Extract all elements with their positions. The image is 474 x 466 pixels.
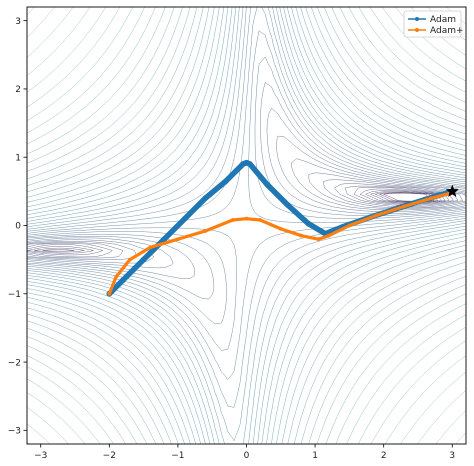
annotation-layer: [445, 184, 459, 197]
data-point: [148, 245, 153, 250]
data-point: [161, 236, 167, 242]
contour-line: [27, 7, 466, 444]
contour-line: [27, 7, 466, 444]
optimum-star-marker: [445, 184, 459, 197]
data-point: [299, 233, 304, 238]
contour-line: [27, 7, 466, 444]
y-tick-label: 1: [15, 153, 21, 163]
contour-line: [34, 188, 450, 253]
x-tick-label: 2: [381, 451, 387, 461]
contour-line: [27, 7, 466, 444]
data-point: [244, 216, 249, 221]
legend-label: Adam: [430, 15, 456, 25]
x-tick-label: 3: [449, 451, 455, 461]
contour-line: [27, 7, 466, 444]
x-tick-label: 1: [312, 451, 318, 461]
contour-line: [27, 135, 466, 269]
data-point: [176, 237, 180, 242]
data-point: [247, 161, 253, 167]
data-point: [182, 215, 188, 222]
contour-line: [27, 7, 466, 441]
contour-line: [27, 185, 458, 256]
data-point: [120, 277, 126, 283]
data-point: [374, 213, 379, 218]
x-tick-label: 0: [244, 451, 250, 461]
contour-line: [27, 7, 466, 444]
y-tick-label: −1: [8, 290, 21, 300]
contour-line: [27, 7, 466, 444]
x-tick-label: −3: [34, 451, 47, 461]
data-point: [264, 181, 270, 188]
contour-line: [27, 7, 466, 444]
contour-lines: [27, 7, 466, 444]
data-point: [127, 257, 132, 262]
contour-line: [27, 7, 466, 444]
y-tick-label: 2: [15, 85, 21, 95]
data-point: [326, 233, 331, 238]
legend-label: Adam+: [430, 26, 464, 36]
data-point: [223, 178, 229, 184]
legend-swatch-marker: [415, 17, 419, 21]
series-layer: [106, 159, 456, 297]
contour-line: [27, 7, 466, 444]
x-tick-label: −2: [103, 451, 116, 461]
contour-line: [27, 7, 466, 444]
contour-line: [27, 7, 466, 444]
contour-line: [27, 7, 466, 408]
contour-line: [27, 7, 466, 444]
y-tick-label: −3: [8, 427, 21, 437]
data-point: [202, 195, 209, 201]
data-point: [429, 196, 434, 201]
contour-line: [27, 30, 466, 351]
contour-line: [27, 7, 466, 444]
data-point: [284, 202, 291, 208]
contour-line: [27, 7, 466, 444]
contour-line: [27, 7, 466, 444]
legend-swatch-marker: [415, 28, 419, 32]
contour-line: [27, 7, 466, 444]
data-point: [114, 274, 119, 279]
data-point: [316, 237, 321, 242]
data-point: [230, 218, 235, 222]
y-tick-label: −2: [8, 358, 21, 368]
data-point: [305, 220, 312, 227]
contour-line: [27, 7, 466, 444]
contour-line: [27, 158, 466, 264]
contour-line: [27, 183, 463, 258]
data-point: [347, 223, 352, 228]
contour-line: [27, 82, 466, 300]
x-tick-label: −1: [171, 451, 184, 461]
contour-line: [27, 187, 454, 254]
axis-layer: −3 −2 −1 0 1 2 3 −3 −2 −1 0 1 2 3: [8, 17, 455, 461]
contour-line: [27, 56, 466, 325]
series-line-adam-: [107, 191, 454, 296]
data-point: [258, 218, 263, 222]
contour-line: [27, 7, 466, 444]
data-point: [107, 291, 112, 296]
contour-line: [27, 7, 466, 444]
data-point: [140, 256, 147, 263]
y-tick-label: 3: [15, 17, 21, 27]
contour-line: [27, 108, 466, 280]
y-tick-label: 0: [15, 222, 21, 232]
data-point: [203, 229, 208, 233]
data-point: [402, 204, 407, 209]
contour-line: [27, 7, 466, 444]
data-point: [278, 227, 283, 231]
